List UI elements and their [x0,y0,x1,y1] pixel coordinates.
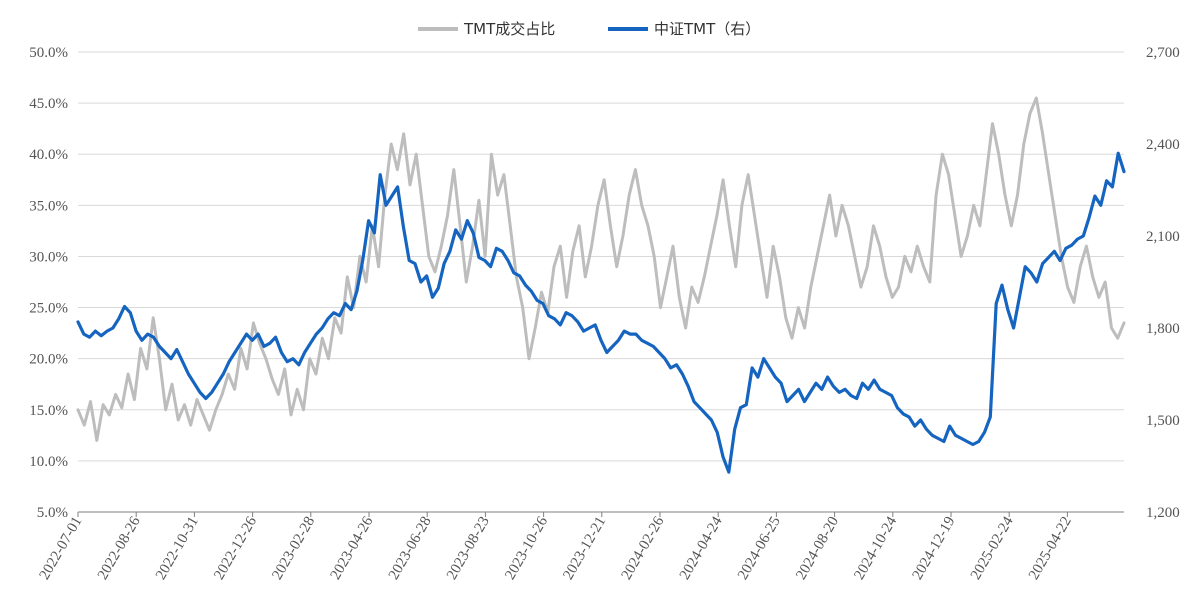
x-tick-label: 2023-02-28 [269,514,318,583]
left-tick-label: 10.0% [29,454,68,470]
x-tick-label: 2024-04-24 [677,514,726,583]
left-tick-label: 40.0% [29,147,68,163]
x-axis-ticks: 2022-07-01 2022-08-26 2022-10-31 2022-12-26… [37,512,1075,583]
left-tick-label: 20.0% [29,352,68,368]
x-tick-label: 2024-08-20 [793,514,842,583]
left-tick-label: 45.0% [29,96,68,112]
x-tick-label: 2022-08-26 [95,514,144,583]
x-tick-label: 2025-04-22 [1026,514,1075,583]
right-tick-label: 2,100 [1146,229,1180,245]
right-tick-label: 1,500 [1146,413,1180,429]
legend-label-tmt-share: TMT成交占比 [463,20,555,38]
x-tick-label: 2022-10-31 [153,514,202,583]
right-tick-label: 2,700 [1146,45,1180,61]
left-axis-ticks: 5.0% 10.0% 15.0% 20.0% 25.0% 30.0% 35.0% 40.0% 4… [29,45,68,521]
x-tick-label: 2024-10-24 [851,514,900,583]
right-axis-ticks: 1,200 1,500 1,800 2,100 2,400 2,700 [1146,45,1180,521]
legend: TMT成交占比 中证TMT（右） [418,20,760,38]
x-tick-label: 2025-02-24 [968,514,1017,583]
right-tick-label: 2,400 [1146,137,1180,153]
left-tick-label: 50.0% [29,45,68,61]
left-tick-label: 25.0% [29,301,68,317]
x-tick-label: 2023-04-26 [328,514,377,583]
x-tick-label: 2022-07-01 [37,514,86,583]
x-tick-label: 2024-06-25 [735,514,784,583]
left-tick-label: 30.0% [29,249,68,265]
x-tick-label: 2023-06-28 [386,514,435,583]
x-tick-label: 2022-12-26 [211,514,260,583]
series-line-csi-tmt [76,151,1126,474]
x-tick-label: 2023-08-23 [444,514,493,583]
left-tick-label: 5.0% [37,505,68,521]
right-tick-label: 1,200 [1146,505,1180,521]
series-layer [76,96,1126,474]
series-line-tmt-share [76,96,1126,442]
right-tick-label: 1,800 [1146,321,1180,337]
x-tick-label: 2024-12-19 [910,514,959,583]
left-tick-label: 35.0% [29,198,68,214]
x-tick-label: 2023-10-26 [502,514,551,583]
left-tick-label: 15.0% [29,403,68,419]
gridlines [78,51,1124,462]
x-tick-label: 2023-12-21 [560,514,609,583]
x-tick-label: 2024-02-26 [619,514,668,583]
legend-label-csi-tmt: 中证TMT（右） [654,20,760,38]
